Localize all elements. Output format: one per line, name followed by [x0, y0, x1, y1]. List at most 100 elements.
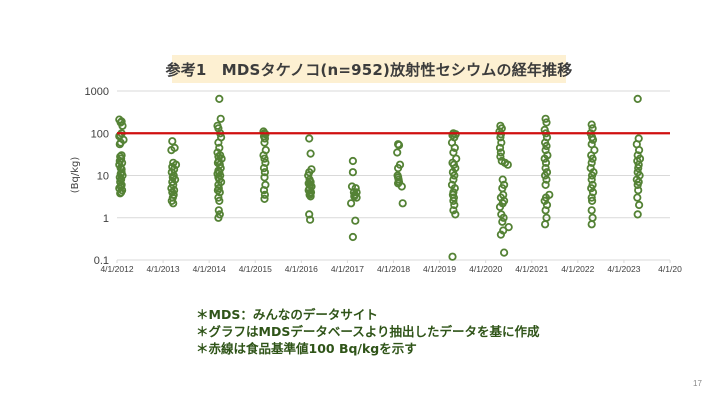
y-tick-label: 1	[103, 213, 109, 225]
data-point	[260, 173, 269, 182]
data-point	[498, 217, 507, 226]
data-point	[587, 171, 597, 180]
series-2019	[447, 129, 461, 261]
data-point	[633, 193, 642, 202]
data-point	[542, 118, 551, 127]
data-point	[260, 168, 269, 177]
x-tick-label: 4/1/2013	[147, 264, 180, 274]
data-point	[393, 173, 403, 182]
data-point	[503, 160, 512, 169]
data-point	[495, 202, 505, 212]
data-point	[168, 137, 177, 146]
series-2012	[115, 115, 128, 198]
series-2015	[259, 127, 270, 203]
data-point	[449, 193, 458, 202]
series-2020	[495, 121, 513, 257]
x-tick-label: 4/1/2020	[469, 264, 502, 274]
x-tick-label: 4/1/20	[658, 264, 682, 274]
data-point	[116, 189, 125, 198]
data-point	[449, 206, 458, 215]
y-tick-label: 0.1	[94, 255, 109, 267]
data-point	[540, 154, 549, 163]
data-point	[214, 180, 223, 189]
data-point	[351, 216, 360, 225]
data-point	[118, 121, 127, 130]
data-point	[214, 138, 223, 147]
data-point	[215, 196, 224, 205]
data-point	[398, 199, 407, 208]
data-point	[588, 154, 597, 163]
data-point	[541, 180, 550, 189]
data-point	[633, 210, 642, 219]
data-point	[260, 154, 269, 163]
data-point	[450, 171, 459, 180]
x-tick-label: 4/1/2012	[100, 264, 133, 274]
data-point	[496, 148, 505, 157]
data-point	[259, 186, 269, 195]
data-point	[214, 213, 223, 222]
x-tick-label: 4/1/2023	[607, 264, 640, 274]
series-2017	[346, 156, 361, 242]
chart-title: 参考1 MDSタケノコ(n=952)放射性セシウムの経年推移	[165, 60, 573, 79]
data-point	[450, 200, 459, 210]
data-point	[504, 223, 513, 232]
series-2022	[586, 120, 599, 229]
data-point	[260, 134, 269, 143]
y-tick-label: 1000	[85, 86, 109, 98]
data-point	[348, 232, 357, 242]
series-2021	[540, 114, 554, 229]
data-point	[541, 206, 550, 215]
data-point	[346, 199, 356, 208]
x-tick-label: 4/1/2014	[193, 264, 226, 274]
data-point	[495, 143, 505, 152]
data-point	[633, 94, 642, 104]
data-point	[348, 168, 357, 177]
data-point	[116, 169, 125, 178]
data-point	[307, 165, 316, 174]
data-point	[496, 230, 505, 239]
data-point	[542, 175, 551, 184]
data-point	[540, 171, 550, 180]
data-point	[215, 143, 224, 152]
page-number: 17	[693, 379, 702, 388]
data-point	[167, 146, 176, 155]
series-2016	[304, 134, 316, 224]
x-tick-label: 4/1/2016	[285, 264, 318, 274]
data-point	[634, 164, 643, 173]
data-point	[306, 192, 315, 201]
x-tick-label: 4/1/2022	[561, 264, 594, 274]
gridlines	[117, 90, 670, 219]
data-point	[587, 158, 596, 167]
data-point	[541, 164, 550, 173]
x-tick-label: 4/1/2018	[377, 264, 410, 274]
data-point	[352, 193, 361, 202]
data-point	[450, 143, 459, 152]
data-point	[633, 180, 642, 189]
x-tick-label: 4/1/2019	[423, 264, 456, 274]
x-tick-label: 4/1/2021	[515, 264, 548, 274]
data-point	[259, 164, 269, 173]
data-point	[541, 158, 551, 167]
footnote-source: ＊グラフはMDSデータベースより抽出したデータを基に作成	[196, 324, 540, 339]
data-point	[115, 156, 124, 166]
data-point	[451, 210, 460, 219]
series-2023	[632, 94, 645, 219]
data-point	[449, 148, 458, 157]
y-tick-label: 10	[97, 171, 109, 183]
data-point	[634, 200, 644, 210]
y-axis-ticks: 1000 100 10 1 0.1	[85, 86, 109, 267]
data-point	[214, 206, 223, 215]
data-point	[499, 213, 508, 222]
data-point	[117, 117, 126, 126]
series-2018	[393, 140, 407, 208]
x-tick-label: 4/1/2017	[331, 264, 364, 274]
footnote-mds: ＊MDS：みんなのデータサイト	[196, 307, 378, 322]
data-point	[305, 215, 315, 224]
y-axis-label: (Bq/kg)	[70, 157, 81, 194]
data-point	[215, 94, 224, 104]
data-point	[260, 194, 269, 203]
data-point	[169, 199, 178, 208]
data-point	[588, 135, 598, 144]
data-point	[496, 152, 505, 161]
